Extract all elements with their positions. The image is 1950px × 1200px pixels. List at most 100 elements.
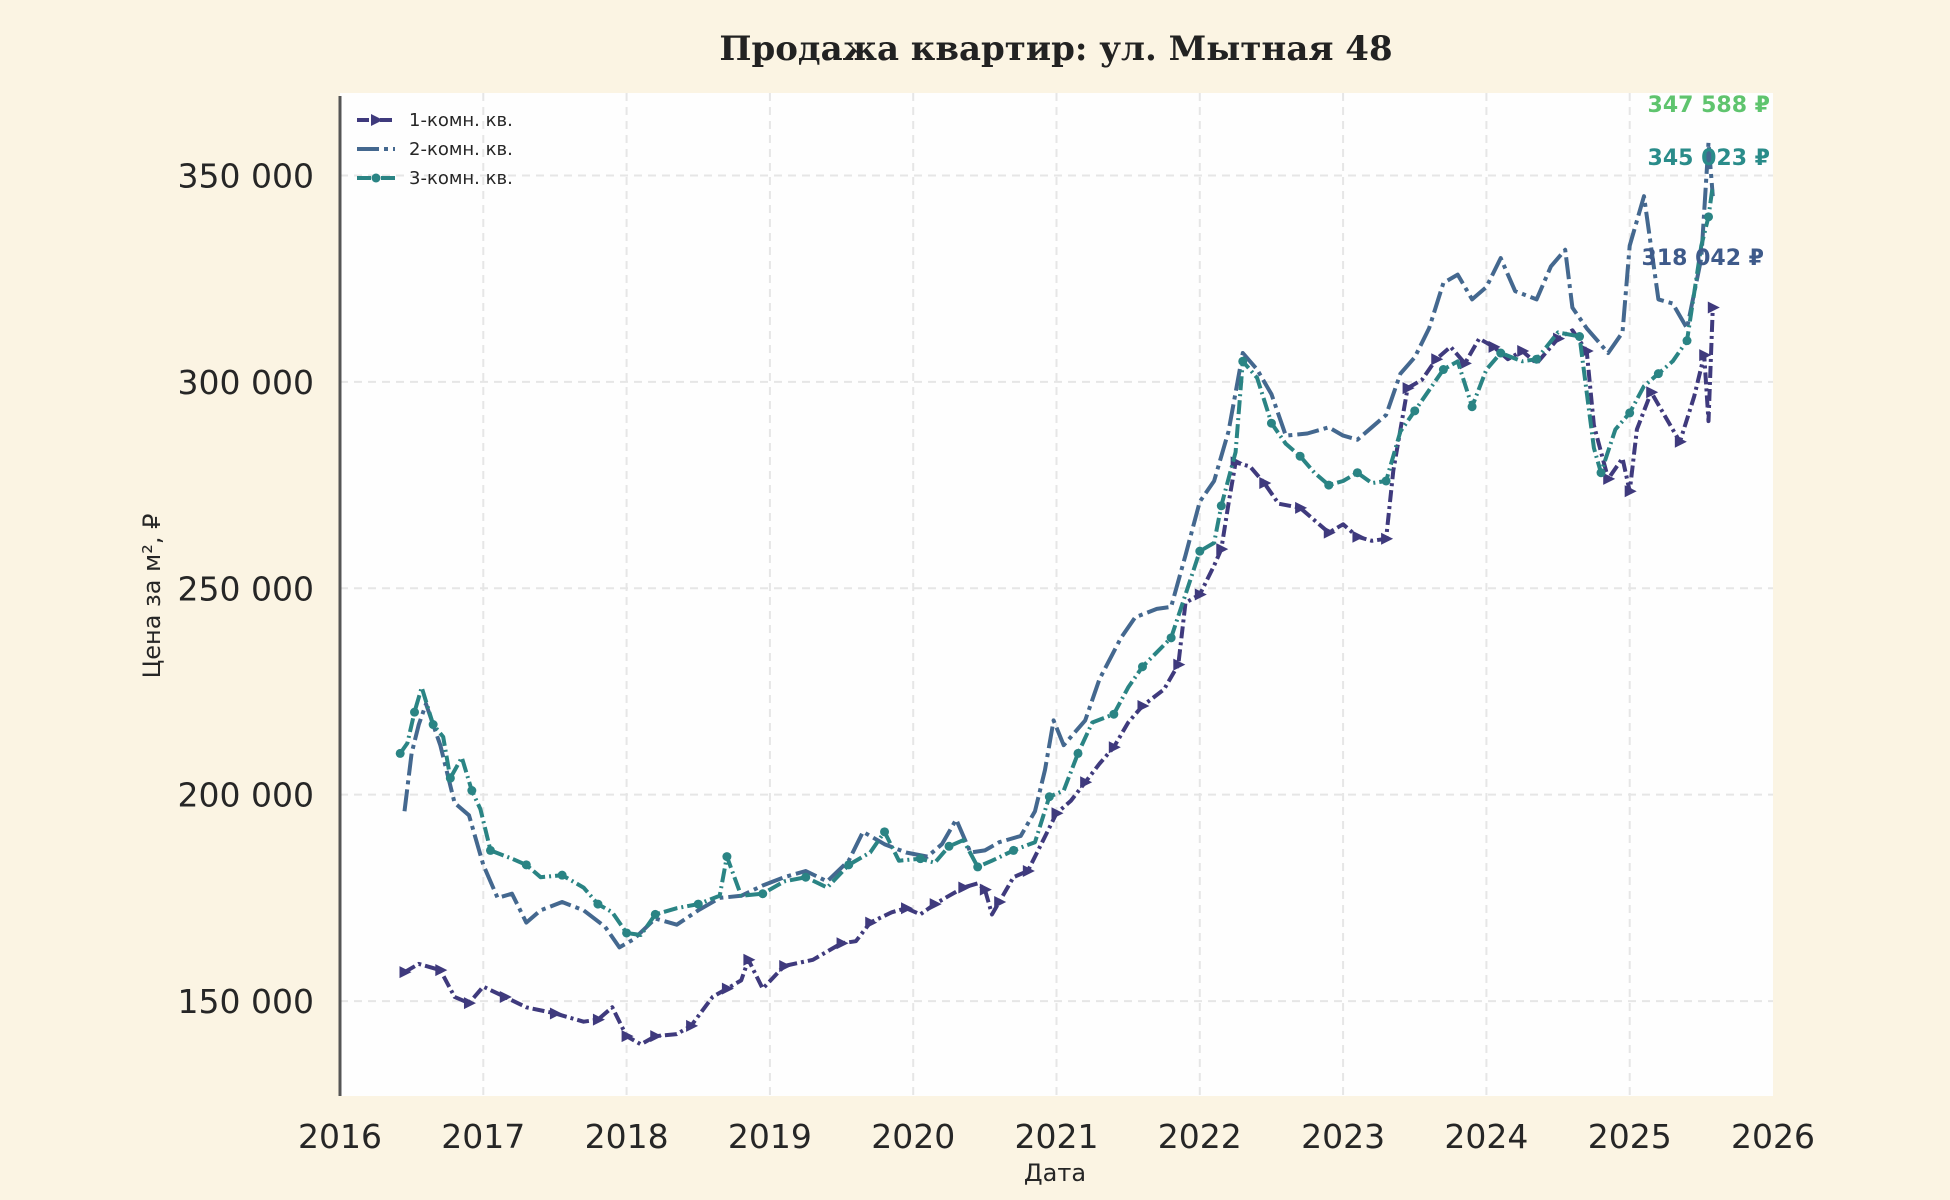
data-point xyxy=(1166,633,1176,643)
legend-label: 3-комн. кв. xyxy=(409,168,513,189)
data-point xyxy=(801,872,811,882)
data-point xyxy=(1707,301,1720,314)
data-point xyxy=(693,899,703,909)
data-point xyxy=(844,860,854,870)
data-point xyxy=(1022,865,1035,878)
data-point xyxy=(1532,354,1542,364)
data-point xyxy=(499,990,512,1003)
legend-marker xyxy=(371,173,381,183)
series-line xyxy=(403,307,1715,1047)
chart-title: Продажа квартир: ул. Мытная 48 xyxy=(719,29,1392,69)
data-point xyxy=(1352,468,1362,478)
data-point xyxy=(521,860,531,870)
data-point xyxy=(435,964,448,977)
data-point xyxy=(1488,340,1501,353)
data-point xyxy=(395,748,405,758)
data-point xyxy=(1674,435,1687,448)
data-point xyxy=(1517,344,1530,357)
data-point xyxy=(743,953,756,966)
plot-area xyxy=(340,93,1773,1096)
y-tick-label: 350 000 xyxy=(178,157,314,196)
y-tick-label: 250 000 xyxy=(178,569,314,608)
data-point xyxy=(880,827,890,837)
data-point xyxy=(592,1013,605,1026)
end-value-label: 318 042 ₽ xyxy=(1642,246,1764,271)
data-point xyxy=(973,862,983,872)
data-point xyxy=(915,854,925,864)
legend-item: 2-комн. кв. xyxy=(357,139,513,160)
data-point xyxy=(1195,546,1205,556)
data-point xyxy=(1216,501,1226,511)
data-point xyxy=(958,881,971,894)
data-point xyxy=(1194,588,1207,601)
y-axis-label: Цена за м², ₽ xyxy=(138,514,166,679)
data-point xyxy=(593,899,603,909)
data-point xyxy=(1238,356,1248,366)
data-point xyxy=(485,845,495,855)
data-point xyxy=(622,928,632,938)
legend-label: 2-комн. кв. xyxy=(409,139,513,160)
y-tick-label: 200 000 xyxy=(178,776,314,815)
data-point xyxy=(1682,336,1692,346)
legend-item: 1-комн. кв. xyxy=(357,110,513,131)
data-point xyxy=(445,773,455,783)
data-point xyxy=(1137,662,1147,672)
data-point xyxy=(1431,353,1444,366)
x-tick-label: 2022 xyxy=(1158,1117,1242,1156)
data-point xyxy=(463,997,476,1010)
data-point xyxy=(1259,477,1272,490)
y-axis-ticks: 150 000 200 000 250 000 300 000 350 000 xyxy=(178,157,314,1022)
data-point xyxy=(1295,501,1308,514)
series-3 xyxy=(395,185,1715,938)
x-tick-label: 2025 xyxy=(1588,1117,1672,1156)
data-point xyxy=(758,889,768,899)
data-point xyxy=(901,902,914,915)
data-point xyxy=(1324,480,1334,490)
data-point xyxy=(1553,332,1566,345)
data-point xyxy=(549,1007,562,1020)
data-point xyxy=(1467,402,1477,412)
data-point xyxy=(1352,530,1365,543)
data-point xyxy=(1044,792,1054,802)
data-point xyxy=(399,966,412,979)
data-point xyxy=(1496,348,1506,358)
x-tick-label: 2024 xyxy=(1444,1117,1528,1156)
data-point xyxy=(1137,699,1150,712)
data-point xyxy=(1459,357,1472,370)
y-tick-label: 150 000 xyxy=(178,982,314,1021)
data-point xyxy=(1438,365,1448,375)
data-point xyxy=(686,1019,699,1032)
data-point xyxy=(428,720,438,730)
data-point xyxy=(1173,658,1186,671)
data-point xyxy=(1109,709,1119,719)
data-point xyxy=(650,909,660,919)
data-point xyxy=(1575,332,1585,342)
series-line xyxy=(398,185,1715,937)
end-value-label: 345 023 ₽ xyxy=(1648,146,1770,171)
x-tick-label: 2017 xyxy=(441,1117,525,1156)
data-point xyxy=(1108,741,1121,754)
data-point xyxy=(1603,472,1616,485)
data-point xyxy=(467,786,477,796)
end-value-label: 347 588 ₽ xyxy=(1648,93,1770,118)
data-point xyxy=(1051,807,1064,820)
grid xyxy=(340,93,1773,1096)
data-point xyxy=(779,959,792,972)
end-labels: 318 042 ₽ 345 023 ₽ 347 588 ₽ xyxy=(1642,93,1770,271)
x-tick-label: 2016 xyxy=(298,1117,382,1156)
series-1 xyxy=(399,301,1720,1047)
data-point xyxy=(1704,212,1714,222)
data-point xyxy=(1410,406,1420,416)
data-point xyxy=(1009,845,1019,855)
data-point xyxy=(722,852,732,862)
data-point xyxy=(1653,369,1663,379)
data-point xyxy=(1216,543,1229,556)
data-point xyxy=(929,898,942,911)
data-point xyxy=(994,896,1007,909)
legend-item: 3-комн. кв. xyxy=(357,168,513,189)
data-point xyxy=(944,841,954,851)
x-tick-label: 2019 xyxy=(728,1117,812,1156)
data-point xyxy=(721,982,734,995)
data-point xyxy=(1699,349,1712,362)
